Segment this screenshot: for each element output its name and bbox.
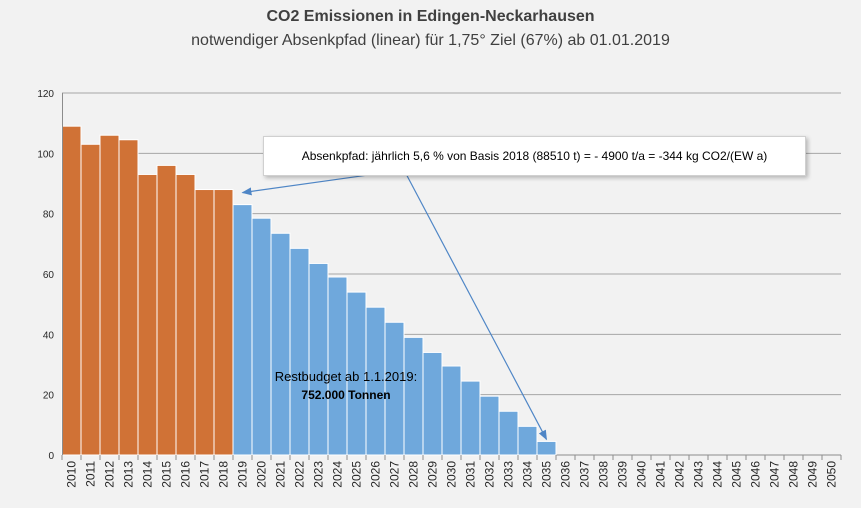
x-tick-label: 2018 — [217, 461, 231, 488]
x-tick-label: 2027 — [388, 461, 402, 488]
x-tick-label: 2040 — [635, 461, 649, 488]
x-tick-label: 2048 — [787, 461, 801, 488]
budget-label: Restbudget ab 1.1.2019: — [274, 369, 418, 384]
x-tick-label: 2042 — [673, 461, 687, 488]
bar — [194, 189, 215, 456]
x-tick-label: 2039 — [616, 461, 630, 488]
x-tick-label: 2023 — [312, 461, 326, 488]
y-tick-label: 40 — [43, 330, 55, 341]
x-tick-label: 2049 — [806, 461, 820, 488]
bar — [80, 143, 101, 456]
x-tick-label: 2035 — [540, 461, 554, 488]
x-tick-label: 2024 — [331, 461, 345, 488]
bar — [422, 351, 443, 456]
x-tick-label: 2028 — [407, 461, 421, 488]
bar — [175, 173, 196, 456]
x-tick-label: 2050 — [825, 461, 839, 488]
budget-value: 752.000 Tonnen — [301, 388, 391, 402]
bar — [498, 410, 519, 456]
y-tick-label: 120 — [37, 89, 54, 100]
y-tick-label: 20 — [43, 391, 55, 402]
x-tick-label: 2044 — [711, 461, 725, 488]
y-tick-label: 100 — [37, 149, 54, 160]
bar — [156, 164, 177, 456]
x-tick-label: 2021 — [274, 461, 288, 488]
bar — [308, 262, 329, 456]
bar — [479, 395, 500, 456]
x-tick-label: 2025 — [350, 461, 364, 488]
x-tick-label: 2045 — [730, 461, 744, 488]
x-tick-label: 2041 — [654, 461, 668, 488]
callout-arrow-end — [403, 169, 548, 441]
x-tick-label: 2011 — [84, 461, 98, 487]
x-tick-label: 2046 — [749, 461, 763, 488]
x-tick-label: 2020 — [255, 461, 269, 488]
bar — [536, 440, 557, 456]
bar — [61, 125, 82, 456]
callout-box: Absenkpfad: jährlich 5,6 % von Basis 201… — [263, 136, 806, 176]
chart-subtitle: notwendiger Absenkpfad (linear) für 1,75… — [191, 32, 670, 49]
x-tick-label: 2029 — [426, 461, 440, 488]
bar — [289, 247, 310, 456]
x-tick-label: 2015 — [160, 461, 174, 488]
x-tick-label: 2032 — [483, 461, 497, 488]
x-tick-label: 2022 — [293, 461, 307, 488]
bar — [327, 276, 348, 456]
x-tick-label: 2037 — [578, 461, 592, 488]
x-tick-label: 2043 — [692, 461, 706, 488]
x-tick-label: 2033 — [502, 461, 516, 488]
bar — [99, 134, 120, 456]
y-tick-label: 60 — [43, 270, 55, 281]
x-tick-label: 2036 — [559, 461, 573, 488]
bar — [251, 217, 272, 456]
x-tick-label: 2030 — [445, 461, 459, 488]
x-tick-label: 2010 — [65, 461, 79, 488]
bar — [460, 380, 481, 456]
x-tick-label: 2012 — [103, 461, 117, 488]
x-tick-label: 2017 — [198, 461, 212, 488]
x-tick-label: 2031 — [464, 461, 478, 488]
x-tick-label: 2038 — [597, 461, 611, 488]
x-tick-label: 2019 — [236, 461, 250, 488]
x-tick-label: 2026 — [369, 461, 383, 488]
bar — [270, 232, 291, 456]
bar — [517, 425, 538, 456]
x-tick-label: 2013 — [122, 461, 136, 488]
x-tick-label: 2034 — [521, 461, 535, 488]
bar — [118, 139, 139, 456]
x-tick-label: 2016 — [179, 461, 193, 488]
x-tick-label: 2014 — [141, 461, 155, 488]
x-tick-label: 2047 — [768, 461, 782, 488]
bar — [232, 204, 253, 456]
bar — [137, 173, 158, 456]
y-tick-label: 0 — [48, 451, 54, 462]
chart-title: CO2 Emissionen in Edingen-Neckarhausen — [266, 8, 595, 25]
bar — [213, 189, 234, 456]
y-tick-label: 80 — [43, 210, 55, 221]
